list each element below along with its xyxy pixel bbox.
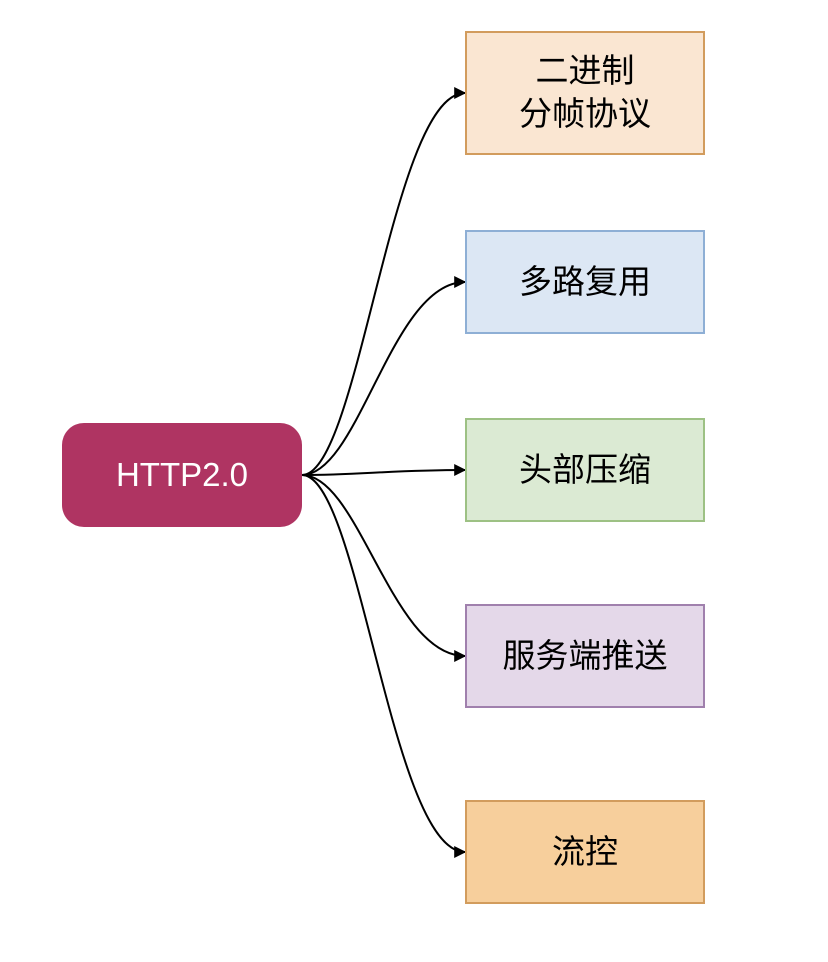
child-label-header-compression: 头部压缩 <box>519 449 651 492</box>
child-node-flow-control: 流控 <box>465 800 705 904</box>
root-node: HTTP2.0 <box>62 423 302 527</box>
edge-multiplexing <box>302 282 465 475</box>
child-label-binary-framing: 二进制 分帧协议 <box>519 50 651 136</box>
root-label: HTTP2.0 <box>116 456 248 494</box>
child-label-multiplexing: 多路复用 <box>519 261 651 304</box>
child-label-flow-control: 流控 <box>552 831 618 874</box>
child-node-header-compression: 头部压缩 <box>465 418 705 522</box>
child-node-server-push: 服务端推送 <box>465 604 705 708</box>
child-node-binary-framing: 二进制 分帧协议 <box>465 31 705 155</box>
child-label-server-push: 服务端推送 <box>503 635 668 678</box>
child-node-multiplexing: 多路复用 <box>465 230 705 334</box>
edge-binary-framing <box>302 93 465 475</box>
edge-flow-control <box>302 475 465 852</box>
edge-server-push <box>302 475 465 656</box>
edge-header-compression <box>302 470 465 475</box>
